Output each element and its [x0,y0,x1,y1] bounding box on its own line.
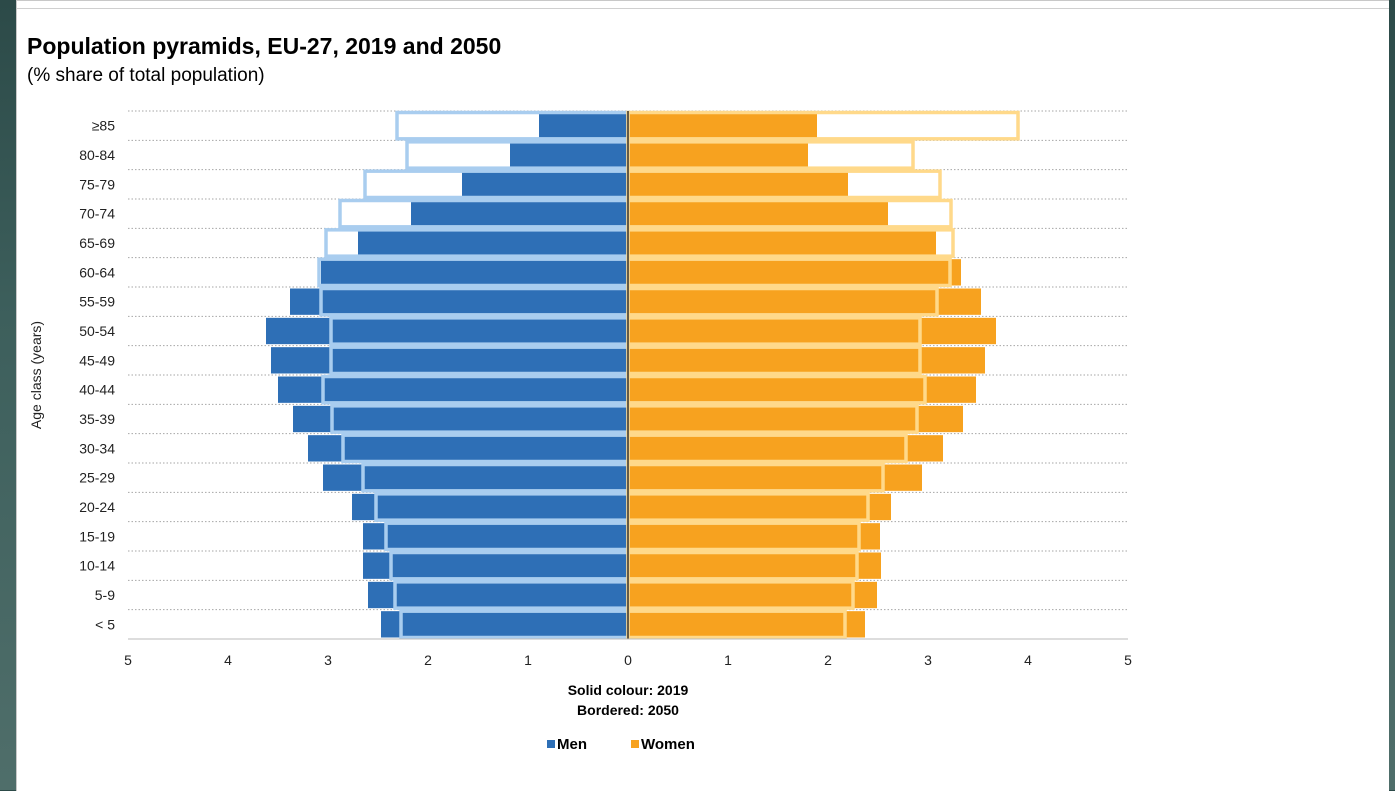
bar-women-2019 [628,493,891,521]
bar-men-2019 [278,376,628,403]
bar-men-2019 [358,229,628,257]
bar-men-2019 [363,523,628,550]
y-tick-label: 35-39 [79,411,115,427]
bar-women-2019 [628,141,808,169]
bar-women-2019 [628,259,961,286]
y-tick-label: 30-34 [79,440,115,456]
bar-women-2019 [628,523,880,550]
bar-men-2019 [352,493,628,521]
panel-top-border [17,1,1389,9]
legend-swatch-women [631,740,639,748]
x-tick-label: 2 [824,652,832,668]
bar-women-2019 [628,112,817,139]
y-tick-label: 40-44 [79,382,115,398]
chart-title: Population pyramids, EU-27, 2019 and 205… [27,33,502,59]
y-tick-label: 25-29 [79,470,115,486]
bar-women-2019 [628,171,848,198]
x-tick-label: 1 [524,652,532,668]
y-tick-label: 50-54 [79,323,115,339]
y-tick-label: 60-64 [79,264,115,280]
x-tick-label: 1 [724,652,732,668]
y-tick-label: 20-24 [79,499,115,515]
bar-men-2019 [293,405,628,433]
bar-women-2019 [628,200,888,227]
bar-women-2019 [628,376,976,403]
bar-women-2019 [628,435,943,462]
y-axis-title: Age class (years) [28,321,44,429]
bar-women-2019 [628,288,981,315]
bars [266,110,1020,640]
bar-men-2019 [368,581,628,609]
y-tick-label: 10-14 [79,558,115,574]
bar-women-2019 [628,229,936,257]
bar-men-2019 [462,171,628,198]
y-tick-label: 45-49 [79,352,115,368]
bar-men-2019 [510,141,628,169]
bar-men-2019 [308,435,628,462]
y-tick-label: < 5 [95,616,115,632]
bar-women-2019 [628,347,985,374]
population-pyramid-chart: < 5 5-9 10-14 15-19 20-24 25-29 30-34 35-39 40-4… [28,110,1132,753]
chart-subtitle: (% share of total population) [27,65,265,86]
y-tick-label: 80-84 [79,147,115,163]
legend-label-men: Men [557,736,587,753]
y-tick-label: 15-19 [79,528,115,544]
x-tick-label: 4 [1024,652,1032,668]
bar-women-2019 [628,581,877,609]
bar-men-2019 [363,552,628,579]
y-tick-label: ≥85 [92,118,115,134]
x-tick-label: 4 [224,652,232,668]
chart-note: Solid colour: 2019 [568,682,689,698]
x-tick-label: 3 [324,652,332,668]
y-tick-label: 75-79 [79,176,115,192]
y-tick-label: 5-9 [95,587,115,603]
x-tick-label: 5 [124,652,132,668]
y-tick-label: 55-59 [79,294,115,310]
x-tick-label: 3 [924,652,932,668]
labels: < 5 5-9 10-14 15-19 20-24 25-29 30-34 35-39 40-4… [28,118,1132,753]
bar-men-2019 [266,317,628,345]
x-tick-label: 5 [1124,652,1132,668]
chart-note: Bordered: 2050 [577,702,679,718]
legend-swatch-men [547,740,555,748]
chart-panel: Population pyramids, EU-27, 2019 and 205… [16,0,1389,791]
bar-men-2019 [411,200,628,227]
x-tick-label: 0 [624,652,632,668]
bar-women-2019 [628,611,865,638]
axes [128,111,1128,640]
x-tick-label: 2 [424,652,432,668]
bar-women-2019 [628,464,922,491]
bar-men-2019 [321,259,628,286]
bar-men-2019 [271,347,628,374]
bar-men-2019 [539,112,628,139]
y-tick-label: 70-74 [79,206,115,222]
bar-women-2019 [628,317,996,345]
bar-men-2019 [290,288,628,315]
bar-women-2019 [628,405,963,433]
bar-men-2019 [381,611,628,638]
bar-men-2019 [323,464,628,491]
legend-label-women: Women [641,736,695,753]
y-tick-label: 65-69 [79,235,115,251]
bar-women-2019 [628,552,881,579]
